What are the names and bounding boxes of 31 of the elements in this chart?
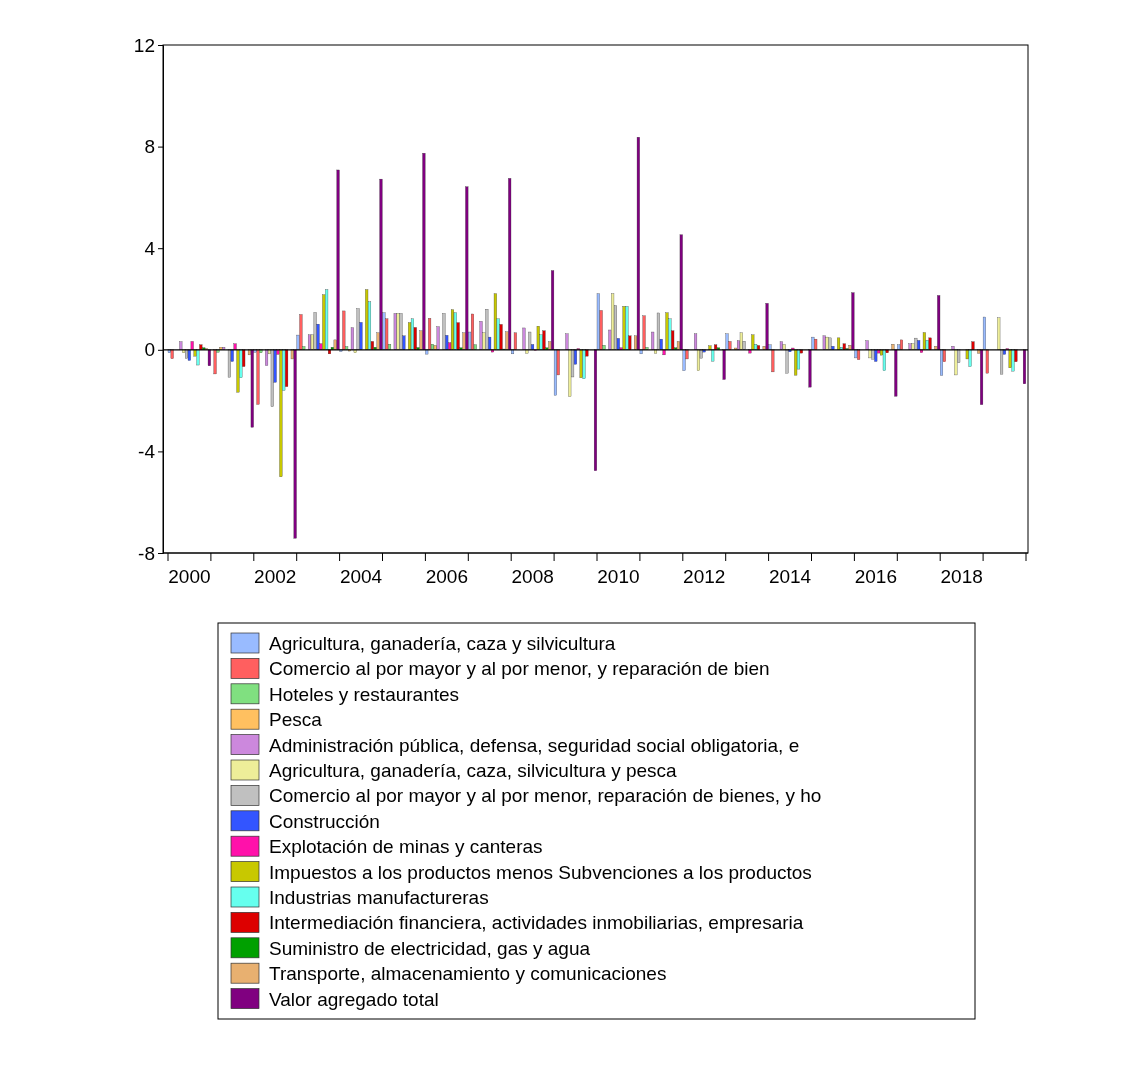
x-tick-label: 2012 bbox=[683, 566, 726, 587]
y-tick-label: 12 bbox=[133, 34, 155, 56]
x-tick-label: 2006 bbox=[425, 566, 468, 587]
x-tick-label: 2008 bbox=[511, 566, 554, 587]
legend-label: Agricultura, ganadería, caza, silvicultura y pesca bbox=[269, 760, 678, 781]
x-tick-label: 2000 bbox=[168, 566, 211, 587]
legend-label: Valor agregado total bbox=[269, 988, 439, 1010]
x-tick-label: 2014 bbox=[768, 566, 812, 587]
x-tick-label: 2004 bbox=[339, 566, 383, 587]
legend-label: Impuestos a los productos menos Subvenciones a los productos bbox=[269, 861, 812, 883]
legend-label: Comercio al por mayor y al por menor, y reparación de bien bbox=[269, 658, 770, 680]
y-tick-label: 8 bbox=[144, 136, 155, 158]
y-tick-label: 4 bbox=[144, 237, 156, 259]
x-tick-label: 2018 bbox=[940, 566, 983, 587]
x-tick-label: 2002 bbox=[254, 566, 297, 587]
y-tick-label: -8 bbox=[138, 542, 155, 564]
legend-label: Pesca bbox=[269, 709, 323, 731]
legend-label: Hoteles y restaurantes bbox=[269, 683, 460, 705]
x-tick-label: 2016 bbox=[854, 566, 897, 587]
legend-label: Construcción bbox=[269, 810, 380, 832]
legend-label: Comercio al por mayor y al por menor, reparación de bienes, y ho bbox=[269, 785, 822, 807]
legend-label: Suministro de electricidad, gas y agua bbox=[269, 937, 591, 959]
legend-label: Explotación de minas y canteras bbox=[269, 836, 543, 858]
y-tick-label: 0 bbox=[144, 339, 155, 361]
legend-label: Intermediación financiera, actividades inmobiliarias, empresaria bbox=[269, 912, 804, 934]
y-tick-label: -4 bbox=[138, 440, 156, 462]
x-tick-label: 2010 bbox=[597, 566, 640, 587]
legend-label: Industrias manufactureras bbox=[269, 887, 489, 908]
legend-label: Administración pública, defensa, seguridad social obligatoria, e bbox=[269, 734, 800, 756]
legend-label: Agricultura, ganadería, caza y silvicultura bbox=[269, 633, 616, 654]
legend-label: Transporte, almacenamiento y comunicaciones bbox=[269, 963, 667, 985]
